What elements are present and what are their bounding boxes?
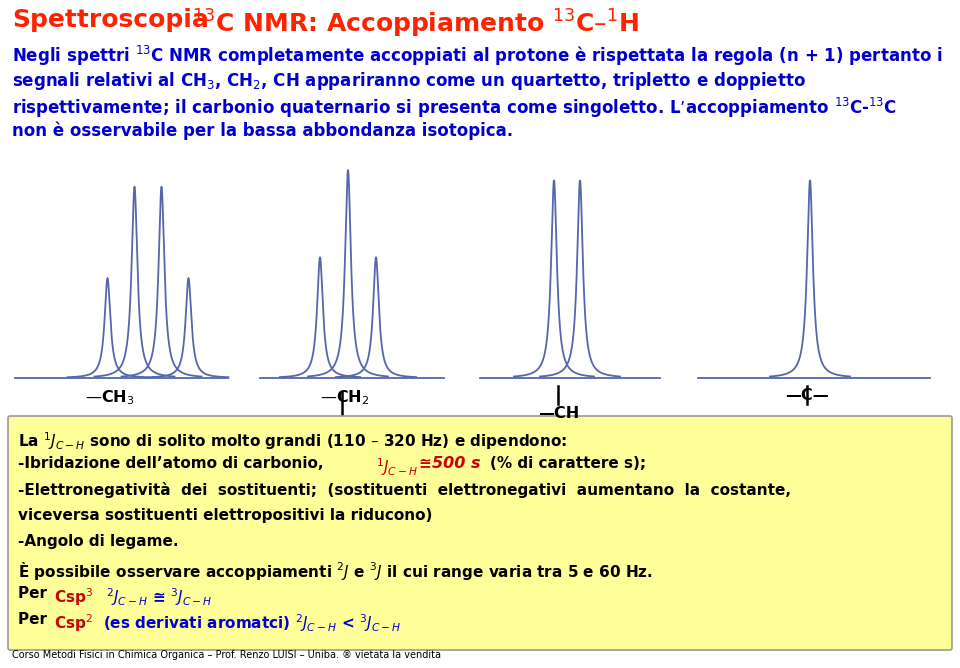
Text: —CH$_3$: —CH$_3$: [85, 388, 134, 407]
Text: (% di carattere s);: (% di carattere s);: [490, 456, 646, 471]
Text: —CH$_2$: —CH$_2$: [320, 388, 370, 407]
Text: -Ibridazione dell’atomo di carbonio,: -Ibridazione dell’atomo di carbonio,: [18, 456, 328, 471]
Text: Corso Metodi Fisici in Chimica Organica – Prof. Renzo LUISI – Uniba. ® vietata l: Corso Metodi Fisici in Chimica Organica …: [12, 650, 441, 660]
Text: —CH: —CH: [538, 406, 579, 421]
Text: -Elettronegatività  dei  sostituenti;  (sostituenti  elettronegativi  aumentano : -Elettronegatività dei sostituenti; (sos…: [18, 482, 791, 498]
Text: rispettivamente; il carbonio quaternario si presenta come singoletto. L’accoppia: rispettivamente; il carbonio quaternario…: [12, 96, 897, 120]
Text: Negli spettri $^{13}$C NMR completamente accoppiati al protone è rispettata la r: Negli spettri $^{13}$C NMR completamente…: [12, 44, 943, 68]
Text: 500 s: 500 s: [432, 456, 481, 471]
Text: Spettroscopia: Spettroscopia: [12, 8, 209, 32]
Text: $^{13}$C NMR: Accoppiamento $^{13}$C–$^{1}$H: $^{13}$C NMR: Accoppiamento $^{13}$C–$^{…: [192, 8, 638, 40]
Text: Per: Per: [18, 612, 52, 627]
Text: La $^1J_{C-H}$ sono di solito molto grandi (110 – 320 Hz) e dipendono:: La $^1J_{C-H}$ sono di solito molto gran…: [18, 430, 567, 452]
Text: segnali relativi al CH$_3$, CH$_2$, CH appariranno come un quartetto, tripletto : segnali relativi al CH$_3$, CH$_2$, CH a…: [12, 70, 805, 92]
Text: ≅: ≅: [418, 456, 431, 471]
Text: Per: Per: [18, 586, 52, 601]
Text: $^2J_{C-H}$ ≅ $^3J_{C-H}$: $^2J_{C-H}$ ≅ $^3J_{C-H}$: [106, 586, 212, 608]
FancyBboxPatch shape: [8, 416, 952, 650]
Text: -Angolo di legame.: -Angolo di legame.: [18, 534, 179, 549]
Text: $^1J_{C-H}$: $^1J_{C-H}$: [376, 456, 419, 478]
Text: (es derivati aromatci) $^2J_{C-H}$ < $^3J_{C-H}$: (es derivati aromatci) $^2J_{C-H}$ < $^3…: [103, 612, 401, 634]
Text: viceversa sostituenti elettropositivi la riducono): viceversa sostituenti elettropositivi la…: [18, 508, 432, 523]
Text: È possibile osservare accoppiamenti $^2J$ e $^3J$ il cui range varia tra 5 e 60 : È possibile osservare accoppiamenti $^2J…: [18, 560, 653, 582]
Text: —C—: —C—: [785, 388, 828, 403]
Text: non è osservabile per la bassa abbondanza isotopica.: non è osservabile per la bassa abbondanz…: [12, 122, 514, 140]
Text: Csp$^3$: Csp$^3$: [54, 586, 93, 608]
Text: Csp$^2$: Csp$^2$: [54, 612, 93, 634]
